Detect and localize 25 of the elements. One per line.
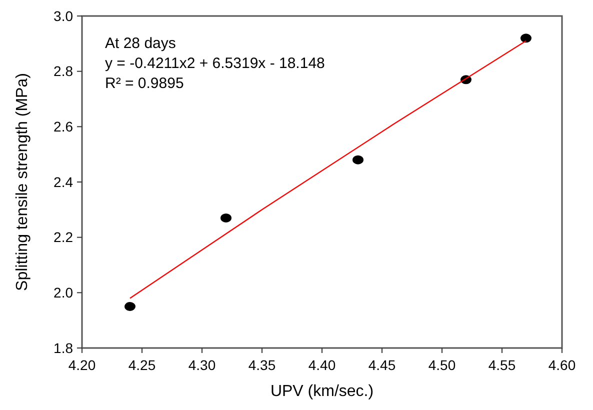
y-tick-label: 2.0 xyxy=(54,284,74,301)
x-axis-title: UPV (km/sec.) xyxy=(270,383,374,400)
point xyxy=(220,213,232,222)
x-tick-label: 4.35 xyxy=(248,357,276,373)
point xyxy=(124,302,136,311)
point xyxy=(352,155,364,164)
y-tick-label: 1.8 xyxy=(54,340,74,356)
annotation: At 28 days xyxy=(105,35,176,52)
y-tick-label: 2.2 xyxy=(54,229,74,246)
y-tick-label: 3.0 xyxy=(54,8,74,24)
x-tick-label: 4.60 xyxy=(548,357,576,373)
annotation: R² = 0.9895 xyxy=(105,75,184,92)
x-tick-label: 4.55 xyxy=(488,357,516,373)
y-tick-label: 2.6 xyxy=(54,118,74,135)
x-tick-label: 4.25 xyxy=(128,357,156,373)
x-tick-label: 4.20 xyxy=(68,357,96,373)
y-tick-label: 2.8 xyxy=(54,63,74,80)
x-tick-label: 4.50 xyxy=(428,357,456,373)
x-tick-label: 4.30 xyxy=(188,357,216,373)
y-axis-title: Splitting tensile strength (MPa) xyxy=(14,73,31,291)
point xyxy=(520,34,532,43)
x-tick-label: 4.40 xyxy=(308,357,336,373)
annotation: y = -0.4211x2 + 6.5319x - 18.148 xyxy=(105,55,325,72)
x-tick-label: 4.45 xyxy=(368,357,396,373)
y-tick-label: 2.4 xyxy=(54,174,74,190)
